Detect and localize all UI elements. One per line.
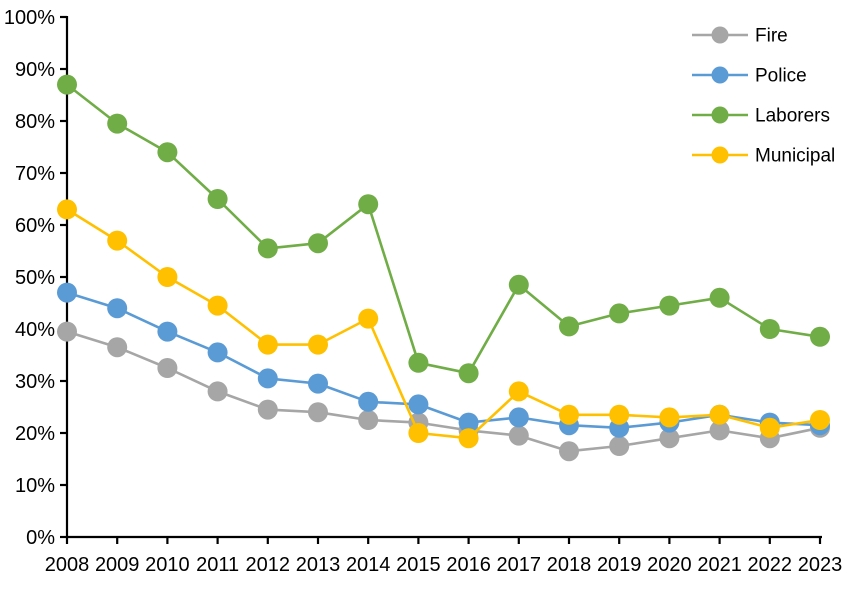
y-axis-tick-label: 50% xyxy=(15,267,55,289)
series-line-laborers xyxy=(65,83,822,375)
series-marker-municipal-2014 xyxy=(358,308,379,329)
series-line-municipal xyxy=(65,208,822,440)
series-marker-municipal-2023 xyxy=(810,410,830,430)
x-axis-tick-label: 2015 xyxy=(396,554,441,576)
series-marker-municipal-2022 xyxy=(759,417,780,438)
y-axis-tick-label: 0% xyxy=(26,527,55,549)
series-marker-laborers-2017 xyxy=(508,274,529,295)
series-marker-laborers-2014 xyxy=(358,194,379,215)
series-marker-fire-2020 xyxy=(659,428,680,449)
x-axis-tick-label: 2019 xyxy=(597,554,642,576)
legend-marker-municipal xyxy=(711,146,729,164)
series-marker-police-2016 xyxy=(458,412,479,433)
series-marker-fire-2012 xyxy=(257,399,278,420)
x-axis-tick-label: 2013 xyxy=(296,554,341,576)
series-marker-municipal-2021 xyxy=(709,404,730,425)
series-marker-laborers-2010 xyxy=(157,142,178,163)
series-marker-municipal-2013 xyxy=(308,334,328,355)
series-marker-laborers-2008 xyxy=(57,74,77,95)
x-axis-tick-label: 2016 xyxy=(446,554,491,576)
series-marker-fire-2019 xyxy=(609,436,630,456)
series-marker-municipal-2009 xyxy=(107,230,128,251)
series-marker-fire-2008 xyxy=(57,321,77,342)
x-axis-tick-label: 2020 xyxy=(647,554,692,576)
series-marker-municipal-2018 xyxy=(559,404,579,425)
series-marker-laborers-2013 xyxy=(308,233,328,254)
series-marker-laborers-2016 xyxy=(458,363,479,384)
legend-label-police: Police xyxy=(755,66,807,87)
series-marker-laborers-2022 xyxy=(759,319,780,339)
series-line-police xyxy=(65,291,822,430)
series-marker-fire-2017 xyxy=(508,425,529,446)
x-axis-tick-label: 2023 xyxy=(798,554,843,576)
series-marker-municipal-2016 xyxy=(458,428,479,449)
x-axis-tick-label: 2018 xyxy=(547,554,592,576)
series-marker-laborers-2012 xyxy=(257,238,278,259)
legend-label-laborers: Laborers xyxy=(755,106,830,127)
series-marker-police-2008 xyxy=(57,282,77,303)
legend-marker-fire xyxy=(711,26,729,44)
x-axis-tick-label: 2011 xyxy=(196,554,239,576)
series-marker-laborers-2019 xyxy=(609,303,630,324)
x-axis-tick-label: 2010 xyxy=(145,554,190,576)
series-marker-police-2015 xyxy=(408,394,429,415)
y-axis-tick-label: 80% xyxy=(15,111,55,133)
y-axis-tick-label: 70% xyxy=(15,163,55,185)
series-marker-police-2009 xyxy=(107,298,128,319)
series-marker-municipal-2019 xyxy=(609,404,630,425)
series-marker-police-2013 xyxy=(308,373,328,394)
series-marker-police-2017 xyxy=(508,407,529,428)
x-axis-tick-label: 2008 xyxy=(45,554,90,576)
series-marker-police-2010 xyxy=(157,321,178,342)
series-marker-fire-2013 xyxy=(308,402,328,423)
series-marker-laborers-2023 xyxy=(810,326,830,347)
series-marker-police-2012 xyxy=(257,368,278,389)
series-marker-fire-2014 xyxy=(358,410,379,430)
x-axis-tick-label: 2009 xyxy=(95,554,140,576)
series-marker-fire-2010 xyxy=(157,358,178,378)
y-axis-tick-label: 90% xyxy=(15,59,55,81)
series-marker-laborers-2015 xyxy=(408,352,429,373)
x-axis-tick-label: 2014 xyxy=(346,554,391,576)
series-marker-fire-2009 xyxy=(107,337,128,358)
series-marker-police-2011 xyxy=(207,342,228,363)
y-axis-tick-label: 100% xyxy=(4,7,55,29)
series-marker-municipal-2017 xyxy=(508,381,529,402)
x-axis-tick-label: 2012 xyxy=(246,554,291,576)
series-marker-laborers-2020 xyxy=(659,295,680,316)
series-marker-fire-2021 xyxy=(709,420,730,441)
y-axis-tick-label: 10% xyxy=(15,475,55,497)
series-marker-laborers-2009 xyxy=(107,113,128,134)
series-marker-municipal-2020 xyxy=(659,407,680,428)
series-marker-laborers-2018 xyxy=(559,316,579,337)
x-axis-tick-label: 2022 xyxy=(748,554,793,576)
series-marker-police-2014 xyxy=(358,391,379,412)
x-axis-tick-label: 2021 xyxy=(697,554,742,576)
series-marker-municipal-2012 xyxy=(257,334,278,355)
series-marker-fire-2018 xyxy=(559,441,579,462)
series-marker-laborers-2011 xyxy=(207,189,228,209)
y-axis-tick-label: 20% xyxy=(15,423,55,445)
series-marker-fire-2011 xyxy=(207,381,228,402)
series-marker-municipal-2008 xyxy=(57,199,77,220)
legend-label-municipal: Municipal xyxy=(755,146,835,167)
series-marker-municipal-2010 xyxy=(157,267,178,287)
y-axis-tick-label: 30% xyxy=(15,371,55,393)
series-line-fire xyxy=(65,330,822,453)
y-axis-tick-label: 40% xyxy=(15,319,55,341)
series-marker-municipal-2015 xyxy=(408,423,429,443)
legend-marker-police xyxy=(711,66,729,84)
legend-label-fire: Fire xyxy=(755,26,788,47)
x-axis-tick-label: 2017 xyxy=(497,554,542,576)
legend-marker-laborers xyxy=(711,106,729,124)
series-marker-laborers-2021 xyxy=(709,287,730,308)
y-axis-tick-label: 60% xyxy=(15,215,55,237)
series-marker-municipal-2011 xyxy=(207,295,228,316)
